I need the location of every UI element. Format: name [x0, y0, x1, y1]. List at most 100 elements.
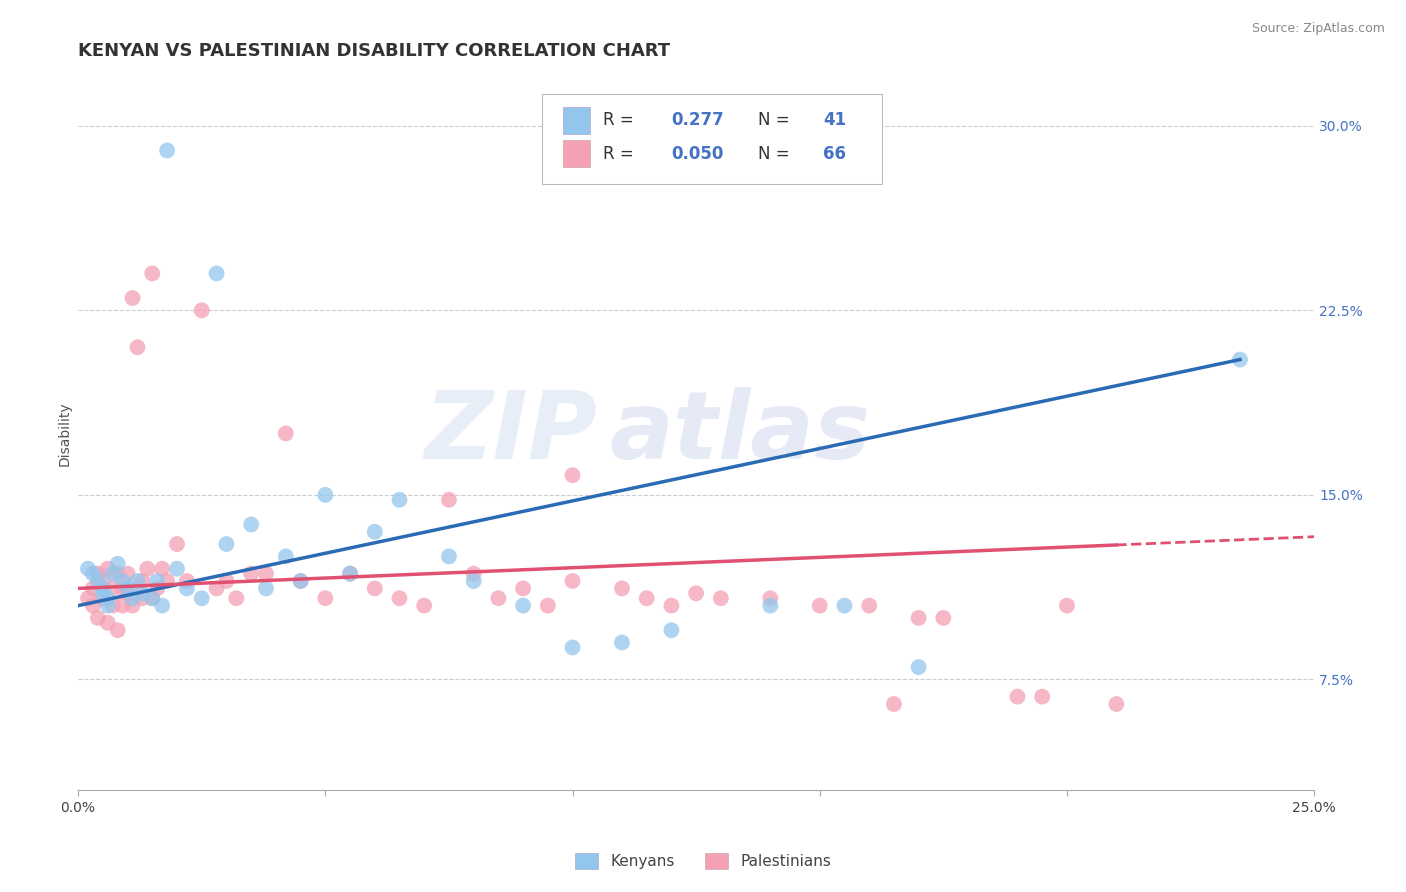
Point [808, 599, 831, 613]
Text: N =: N = [758, 145, 794, 162]
Point [254, 566, 277, 581]
Text: KENYAN VS PALESTINIAN DISABILITY CORRELATION CHART: KENYAN VS PALESTINIAN DISABILITY CORRELA… [79, 42, 671, 60]
Point [240, 566, 263, 581]
Point [117, 566, 139, 581]
Point [215, 574, 238, 588]
Point [388, 492, 411, 507]
Point [685, 586, 707, 600]
Point [97, 591, 120, 606]
Point [87, 611, 110, 625]
Bar [562, 140, 591, 167]
Point [97, 562, 120, 576]
Point [150, 562, 173, 576]
Point [111, 582, 134, 596]
Point [156, 144, 179, 158]
Point [661, 599, 683, 613]
Point [136, 562, 159, 576]
Point [77, 591, 100, 606]
Point [759, 591, 782, 606]
Point [111, 574, 134, 588]
Point [131, 586, 153, 600]
Point [463, 574, 485, 588]
Point [537, 599, 560, 613]
Text: R =: R = [603, 112, 640, 129]
Point [131, 574, 153, 588]
Point [111, 599, 134, 613]
Point [290, 574, 312, 588]
Point [146, 582, 169, 596]
Point [215, 537, 238, 551]
Point [274, 426, 297, 441]
Point [205, 582, 228, 596]
Bar [562, 106, 591, 134]
Point [127, 574, 149, 588]
Point [883, 697, 905, 711]
Point [176, 574, 198, 588]
Point [87, 566, 110, 581]
Point [561, 640, 583, 655]
Point [166, 562, 188, 576]
Point [290, 574, 312, 588]
Point [121, 599, 143, 613]
Point [610, 635, 633, 649]
Point [176, 582, 198, 596]
Point [413, 599, 436, 613]
Point [364, 582, 387, 596]
Text: N =: N = [758, 112, 794, 129]
Point [190, 303, 212, 318]
Point [437, 549, 460, 564]
Point [858, 599, 880, 613]
Point [437, 492, 460, 507]
Point [190, 591, 212, 606]
Point [610, 582, 633, 596]
Text: Source: ZipAtlas.com: Source: ZipAtlas.com [1251, 22, 1385, 36]
Point [146, 574, 169, 588]
Point [141, 591, 163, 606]
Point [561, 468, 583, 483]
Point [1007, 690, 1029, 704]
Point [107, 566, 129, 581]
Point [710, 591, 733, 606]
Point [150, 599, 173, 613]
Point [101, 599, 124, 613]
Text: 66: 66 [824, 145, 846, 162]
Point [932, 611, 955, 625]
Point [907, 611, 929, 625]
Text: ZIP: ZIP [425, 387, 598, 479]
Point [339, 566, 361, 581]
Point [907, 660, 929, 674]
Point [91, 582, 114, 596]
Point [101, 582, 124, 596]
Point [463, 566, 485, 581]
Point [339, 566, 361, 581]
Point [107, 624, 129, 638]
Point [661, 624, 683, 638]
Point [141, 267, 163, 281]
Text: R =: R = [603, 145, 640, 162]
Point [82, 582, 104, 596]
Point [82, 566, 104, 581]
Point [388, 591, 411, 606]
Point [127, 340, 149, 354]
Point [225, 591, 247, 606]
Point [107, 557, 129, 571]
Point [561, 574, 583, 588]
Point [97, 599, 120, 613]
Point [131, 591, 153, 606]
Text: 41: 41 [824, 112, 846, 129]
Text: 0.050: 0.050 [672, 145, 724, 162]
Point [636, 591, 658, 606]
Text: atlas: atlas [610, 387, 870, 479]
Point [156, 574, 179, 588]
Y-axis label: Disability: Disability [58, 401, 72, 466]
Point [166, 537, 188, 551]
Point [512, 582, 534, 596]
Point [91, 586, 114, 600]
Point [254, 582, 277, 596]
Point [77, 562, 100, 576]
Point [314, 591, 336, 606]
Point [141, 591, 163, 606]
Point [1105, 697, 1128, 711]
Point [486, 591, 509, 606]
Point [121, 291, 143, 305]
